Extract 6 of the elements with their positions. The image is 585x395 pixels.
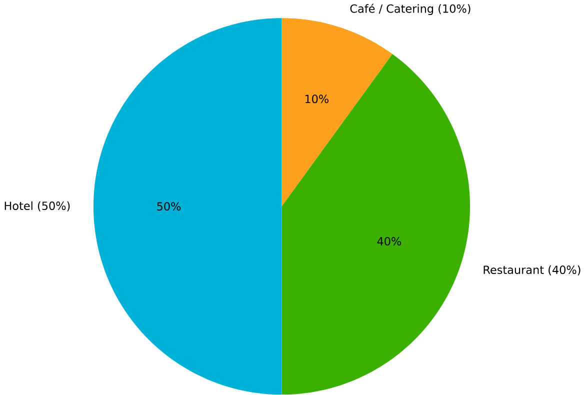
slice-label: Hotel (50%) — [4, 202, 70, 212]
slice-label: Restaurant (40%) — [484, 266, 580, 276]
data-label: 40% — [377, 237, 402, 246]
data-label: 50% — [157, 202, 181, 211]
data-label: 10% — [305, 94, 328, 104]
slice-label: Café / Catering (10%) — [350, 4, 470, 16]
